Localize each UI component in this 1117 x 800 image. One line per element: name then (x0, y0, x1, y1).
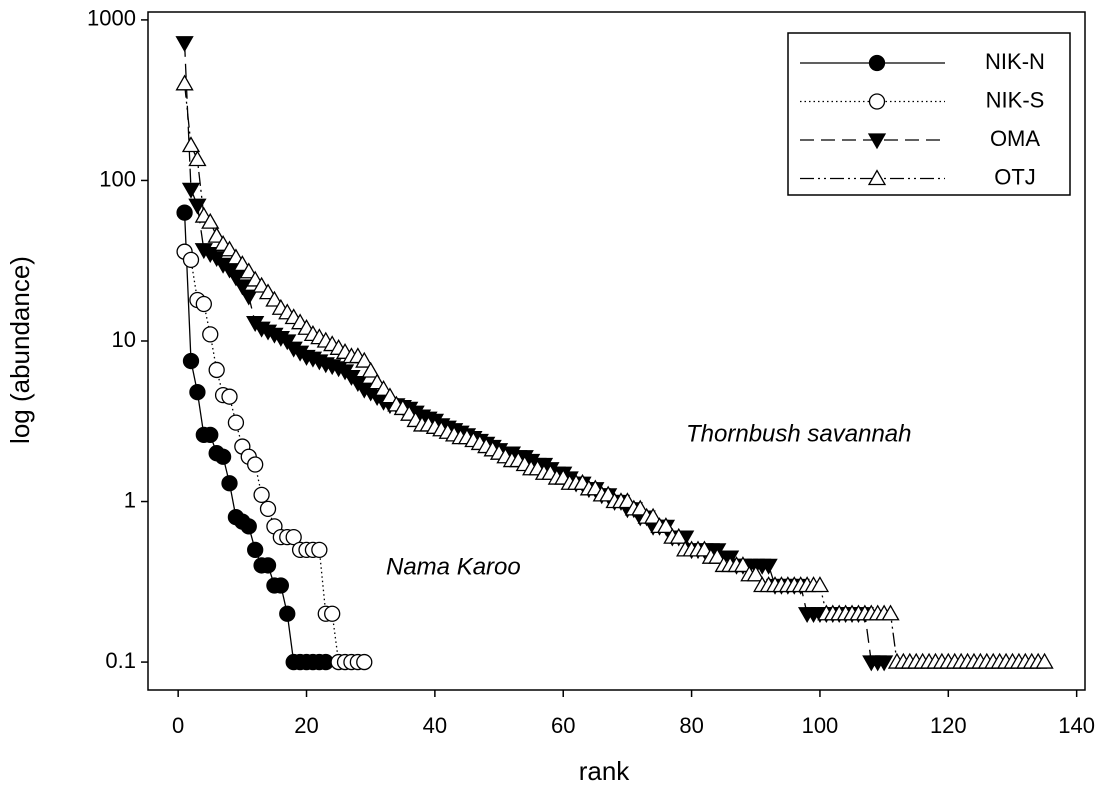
marker (202, 326, 219, 343)
x-tick-label: 100 (802, 713, 839, 738)
marker (182, 352, 200, 370)
marker (324, 605, 341, 622)
marker (810, 576, 830, 593)
marker (239, 262, 258, 279)
marker (311, 541, 328, 559)
legend-label: OTJ (994, 164, 1036, 189)
marker (708, 547, 727, 564)
marker (881, 604, 900, 621)
legend-label: NIK-S (986, 87, 1045, 112)
y-tick-label: 100 (99, 166, 136, 191)
marker (247, 456, 264, 473)
marker (227, 414, 245, 431)
x-tick-label: 40 (423, 713, 447, 738)
marker (214, 448, 232, 465)
marker (207, 226, 226, 243)
marker (181, 136, 201, 153)
marker (188, 150, 207, 167)
marker (356, 653, 373, 671)
marker (247, 541, 264, 559)
y-tick-label: 1 (124, 487, 136, 512)
marker (188, 198, 207, 215)
y-tick-label: 1000 (87, 6, 136, 31)
marker (259, 557, 277, 574)
marker (259, 500, 277, 518)
marker (272, 577, 289, 594)
marker (182, 251, 200, 269)
marker (279, 605, 296, 622)
x-tick-label: 120 (930, 713, 967, 738)
marker (233, 279, 252, 296)
marker (239, 289, 258, 306)
marker (631, 499, 650, 516)
y-axis-label: log (abundance) (5, 256, 35, 444)
marker (746, 565, 765, 582)
annotation: Thornbush savannah (686, 420, 912, 447)
marker (285, 528, 302, 546)
marker (176, 204, 193, 221)
x-tick-label: 60 (551, 713, 575, 738)
y-tick-label: 0.1 (105, 648, 136, 673)
marker (208, 361, 225, 379)
x-tick-label: 80 (679, 713, 703, 738)
marker (759, 558, 778, 575)
marker (175, 74, 194, 91)
marker (220, 240, 239, 257)
x-axis-label: rank (579, 756, 631, 786)
legend (787, 32, 1071, 196)
marker (253, 486, 270, 504)
y-tick-label: 10 (112, 327, 136, 352)
marker (221, 388, 238, 405)
marker (1035, 652, 1054, 669)
marker (181, 182, 201, 199)
marker (240, 518, 257, 535)
series-line (183, 42, 885, 663)
marker (656, 517, 676, 534)
marker (355, 351, 374, 368)
legend-marker (868, 93, 886, 110)
marker (201, 212, 220, 229)
x-tick-label: 140 (1058, 713, 1095, 738)
marker (875, 655, 894, 672)
legend-marker (868, 54, 886, 72)
legend-label: OMA (990, 126, 1040, 151)
x-tick-label: 20 (294, 713, 318, 738)
plot-frame (147, 11, 1086, 691)
legend-label: NIK-N (985, 49, 1045, 74)
legend-marker (867, 169, 887, 186)
marker (202, 426, 219, 444)
legend-marker (867, 133, 887, 150)
marker (669, 527, 688, 544)
marker (221, 475, 238, 492)
x-tick-label: 0 (172, 713, 184, 738)
marker (265, 290, 284, 307)
marker (361, 361, 380, 378)
marker (733, 556, 753, 573)
marker (175, 36, 194, 53)
marker (189, 384, 206, 401)
marker (643, 507, 663, 524)
marker (195, 295, 212, 313)
annotation: Nama Karoo (386, 553, 521, 580)
marker (380, 387, 400, 404)
